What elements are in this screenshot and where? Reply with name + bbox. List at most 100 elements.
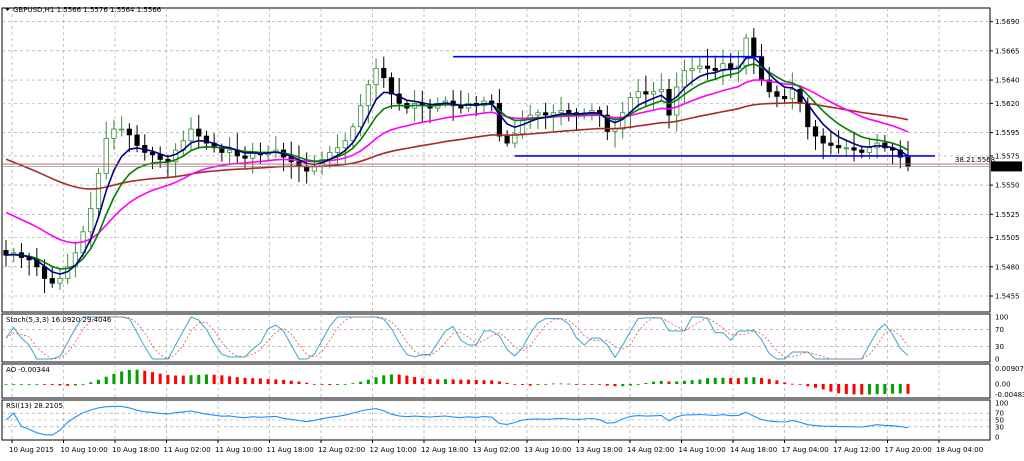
candle-body: [242, 155, 248, 159]
ao-bar: [204, 374, 208, 384]
candle: [381, 56, 387, 88]
ao-bar: [729, 377, 733, 384]
price-tick-label: 1.5690: [995, 18, 1020, 26]
candle: [95, 168, 102, 219]
ao-tick-label: 0.00: [995, 381, 1011, 389]
ao-bar: [374, 377, 378, 384]
ao-bar: [150, 372, 154, 384]
ao-bar: [775, 380, 779, 384]
candle-body: [566, 109, 572, 114]
ao-bar: [397, 374, 401, 384]
candle-body: [373, 67, 379, 86]
candle-body: [57, 278, 63, 284]
ao-bar: [312, 383, 316, 385]
ao-bar: [50, 384, 54, 385]
ao-bar: [767, 379, 771, 384]
ao-bar: [652, 381, 656, 384]
ao-bar: [605, 384, 609, 386]
ao-bar: [906, 384, 910, 394]
ao-bar: [621, 384, 625, 387]
ao-bar: [690, 380, 694, 384]
last-price-label: 1.5566: [994, 163, 1019, 171]
candle-body: [743, 37, 749, 67]
candle-body: [149, 152, 156, 156]
ao-bar: [282, 379, 286, 384]
time-tick-label: 10 Aug 2015: [9, 446, 54, 454]
candle: [350, 123, 356, 150]
ao-bar: [197, 374, 201, 384]
ao-bar: [497, 381, 501, 384]
ao-bar: [813, 384, 817, 388]
ao-bar: [798, 384, 802, 385]
price-tick-label: 1.5575: [995, 152, 1020, 160]
ao-bar: [713, 377, 717, 384]
ao-tick-label: -0.00483: [995, 391, 1024, 399]
candle: [126, 123, 132, 153]
candle: [604, 105, 610, 141]
ao-bar: [266, 379, 270, 384]
ao-bar: [829, 384, 833, 392]
ao-bar: [181, 375, 185, 384]
candle-body: [188, 128, 194, 142]
ao-bar: [698, 379, 702, 384]
candle-body: [504, 135, 510, 144]
candle-body: [134, 134, 140, 146]
candle-body: [820, 135, 826, 144]
ao-bar: [43, 384, 47, 385]
candle-body: [196, 128, 202, 137]
ao-bar: [528, 384, 532, 386]
ao-bar: [682, 380, 686, 384]
ao-bar: [744, 377, 748, 384]
stoch-tick-label: 30: [995, 343, 1004, 351]
candle-body: [766, 79, 772, 93]
candle-body: [697, 65, 703, 69]
ao-bar: [513, 383, 517, 385]
ao-bar: [120, 371, 124, 384]
candle-body: [126, 128, 132, 136]
candle: [566, 103, 572, 122]
ao-bar: [366, 379, 370, 384]
candle-body: [712, 67, 718, 72]
ao-bar: [644, 382, 648, 384]
time-tick-label: 17 Aug 12:00: [833, 446, 880, 454]
candle-body: [119, 128, 125, 131]
ao-bar: [243, 377, 247, 384]
ao-bar: [420, 378, 424, 384]
time-tick-label: 18 Aug 04:00: [936, 446, 983, 454]
ao-bar: [451, 379, 455, 384]
ao-bar: [598, 384, 602, 385]
candle-body: [658, 88, 664, 93]
ao-bar: [659, 380, 663, 384]
ao-bar: [790, 383, 794, 385]
candle: [119, 116, 125, 137]
candle: [697, 56, 703, 73]
ao-bar: [158, 373, 162, 384]
ao-bar: [104, 376, 108, 384]
time-tick-label: 10 Aug 18:00: [112, 446, 159, 454]
candle: [658, 73, 664, 102]
candle-body: [519, 119, 526, 135]
candle-body: [381, 67, 387, 79]
ao-bar: [19, 384, 23, 385]
ao-bar: [58, 384, 62, 386]
candle-body: [681, 70, 688, 88]
candle-body: [604, 114, 610, 132]
time-tick-label: 11 Aug 18:00: [267, 446, 314, 454]
ao-bar: [413, 377, 417, 384]
main-panel: [1, 7, 991, 313]
time-tick-label: 12 Aug 10:00: [370, 446, 417, 454]
time-tick-label: 14 Aug 02:00: [627, 446, 674, 454]
candle: [388, 72, 395, 109]
candle-body: [905, 156, 911, 167]
ao-bar: [721, 377, 725, 384]
candle-body: [342, 140, 348, 149]
candle-body: [157, 154, 163, 160]
stoch-tick-label: 0: [995, 356, 999, 364]
ao-bar: [297, 381, 301, 384]
candle-body: [496, 102, 503, 137]
candle-body: [866, 147, 873, 153]
candle: [712, 55, 718, 80]
candle-body: [643, 91, 649, 95]
ao-bar: [875, 384, 879, 395]
